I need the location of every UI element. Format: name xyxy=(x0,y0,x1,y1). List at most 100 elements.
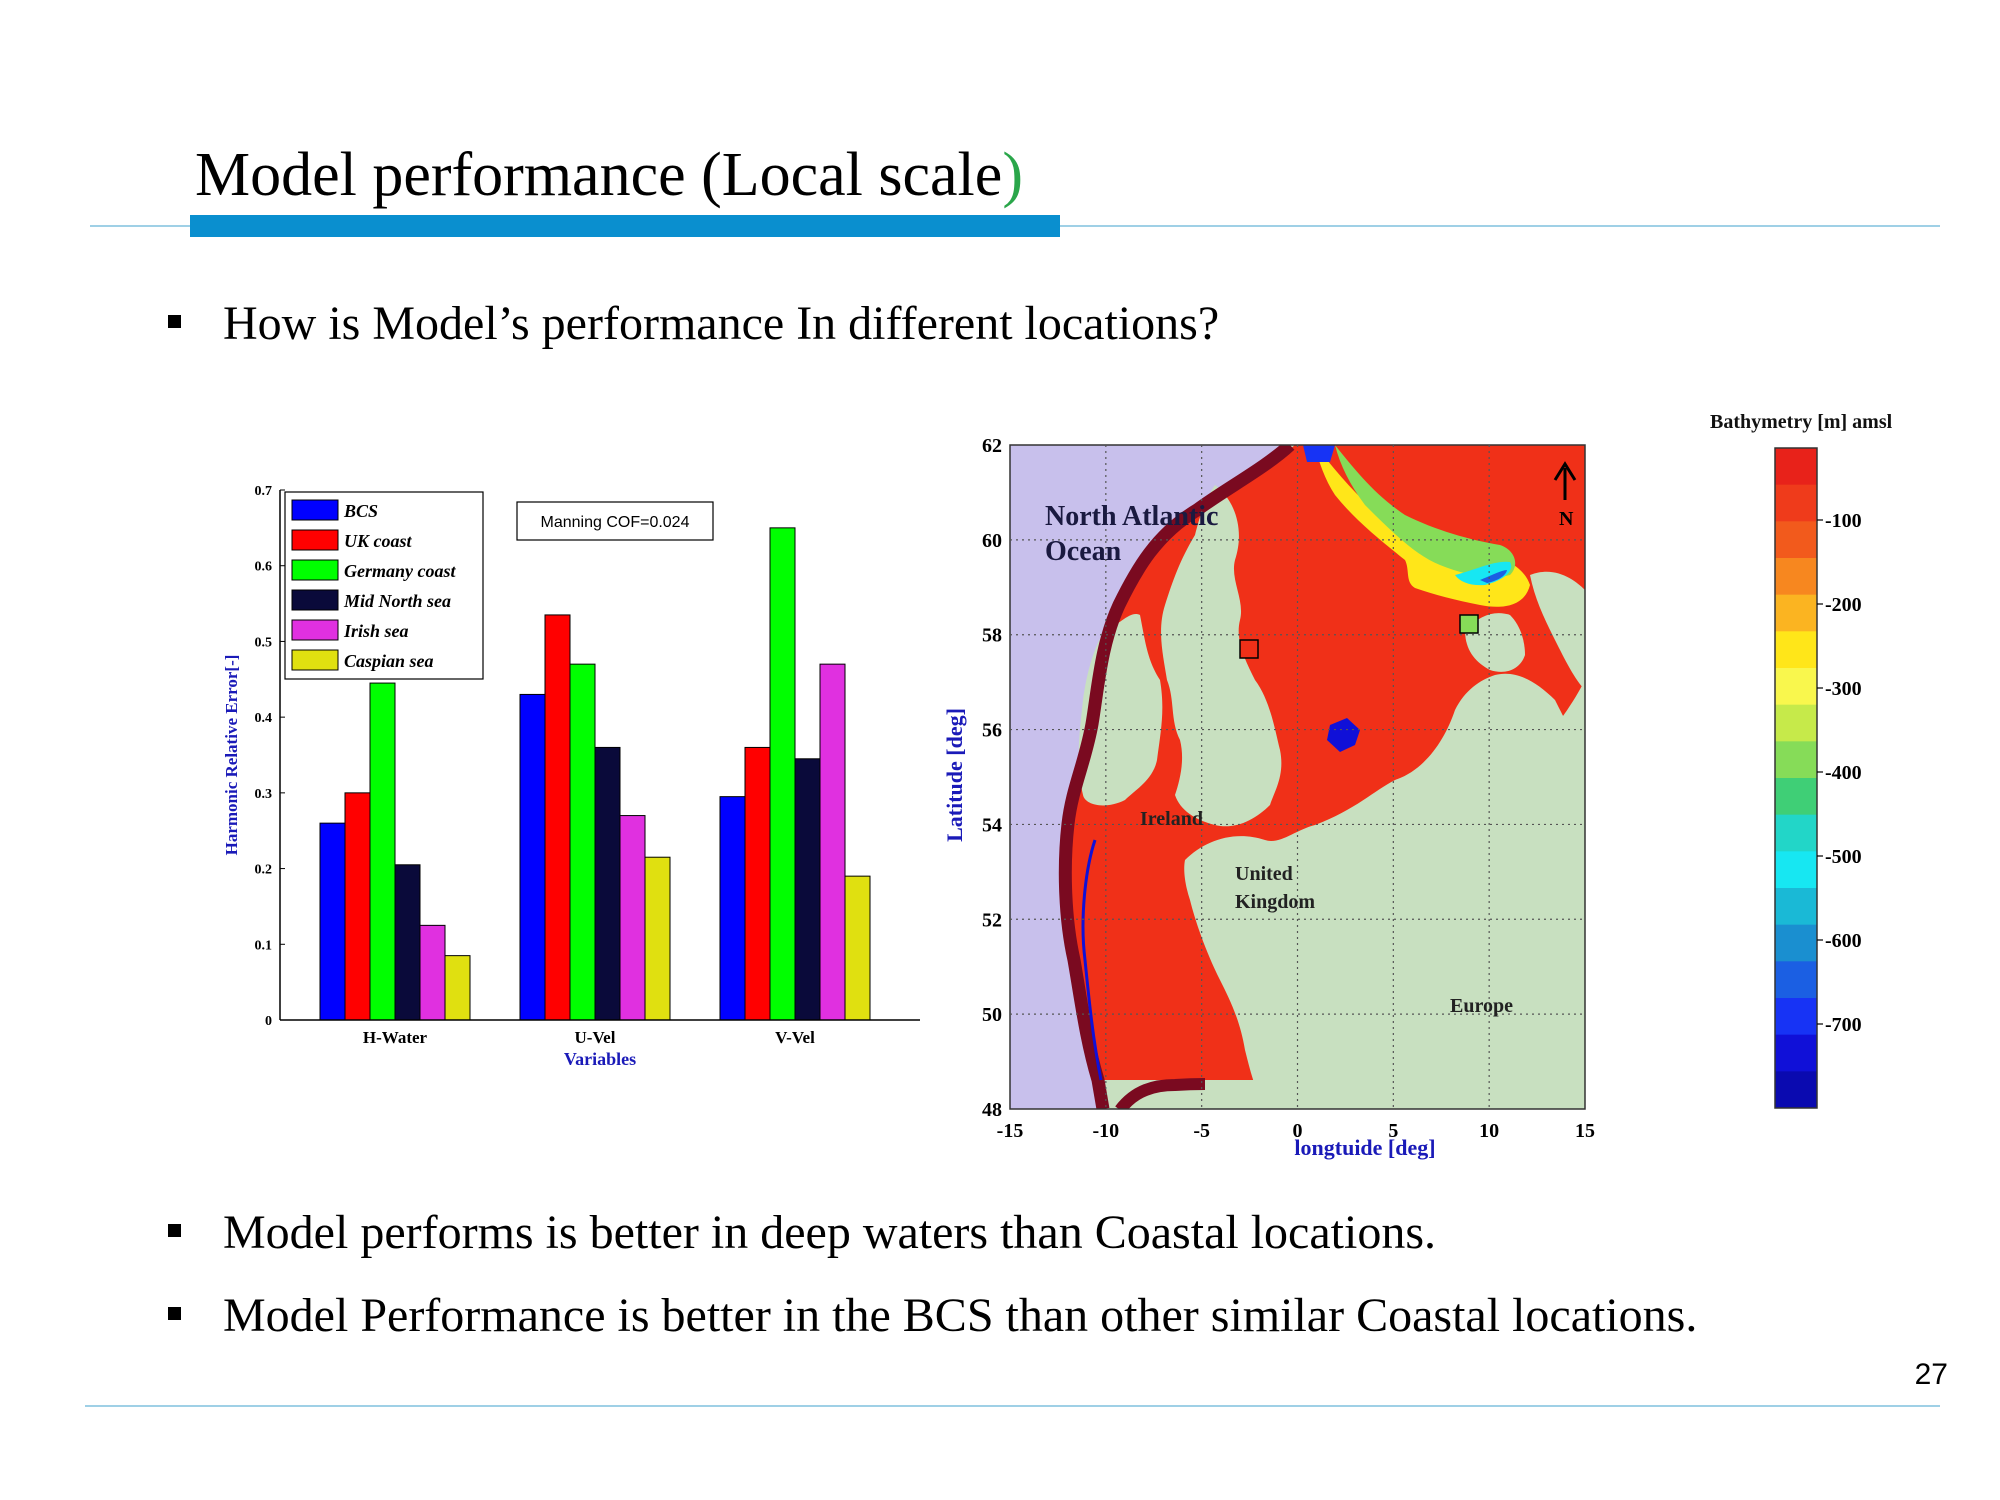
colorbar-segment xyxy=(1775,814,1817,852)
bar-uk-coast-h-water xyxy=(344,792,371,1021)
bullet-square-icon xyxy=(168,315,181,329)
land-continental-europe xyxy=(1184,673,1585,1109)
bar-group xyxy=(319,527,871,1021)
legend-swatch xyxy=(291,499,339,521)
colorbar-label: -100 xyxy=(1825,510,1862,532)
conclusion-text-2: Model Performance is better in the BCS t… xyxy=(223,1289,1698,1342)
map-gridlines xyxy=(1010,445,1585,1109)
colorbar-label: -500 xyxy=(1825,846,1862,868)
conclusion-text-1: Model performs is better in deep waters … xyxy=(223,1206,1437,1259)
legend-label: Germany coast xyxy=(344,561,456,581)
bcs-location-marker xyxy=(1327,718,1360,752)
slide-title: Model performance (Local scale) xyxy=(195,140,1023,211)
colorbar-label: -300 xyxy=(1825,678,1862,700)
colorbar-label: -700 xyxy=(1825,1014,1862,1036)
colorbar xyxy=(1774,447,1818,1109)
colorbar-labels: -100 -200 -300 -400 -500 -600 -700 xyxy=(1817,510,1862,1036)
bar-caspian-sea-u-vel xyxy=(644,856,671,1021)
bar-irish-sea-h-water xyxy=(419,924,446,1021)
colorbar-segment xyxy=(1775,998,1817,1036)
legend-label: Mid North sea xyxy=(343,591,451,611)
colorbar-segment xyxy=(1775,741,1817,779)
colorbar-segment xyxy=(1775,594,1817,632)
map-label-kingdom: Kingdom xyxy=(1235,891,1315,913)
question-text: How is Model’s performance In different … xyxy=(223,297,1220,350)
legend-label: BCS xyxy=(343,501,378,521)
colorbar-segment xyxy=(1775,1071,1817,1109)
bar-uk-coast-u-vel xyxy=(544,614,571,1021)
legend-swatch xyxy=(291,529,339,551)
annotation-text: Manning COF=0.024 xyxy=(541,514,690,531)
bathymetry-map: -15 -10 -5 0 5 10 15 62 60 58 56 54 52 50 48 North At… xyxy=(942,411,1893,1160)
x-ticks: H-Water U-Vel V-Vel xyxy=(363,1028,815,1047)
y-tick-label: 0.1 xyxy=(255,938,273,953)
bar-chart: 0 0.1 0.2 0.3 0.4 0.5 0.6 0.7 H-Water U-Vel V-Vel… xyxy=(222,484,920,1069)
map-y-tick-label: 48 xyxy=(982,1099,1002,1121)
bar-irish-sea-u-vel xyxy=(619,815,646,1021)
map-y-tick-label: 54 xyxy=(982,814,1002,836)
y-tick-label: 0.3 xyxy=(255,787,273,802)
legend-label: Caspian sea xyxy=(344,651,434,671)
northern-boundary-cap xyxy=(1303,445,1335,462)
map-y-tick-label: 52 xyxy=(982,909,1002,931)
map-y-tick-label: 60 xyxy=(982,530,1002,552)
colorbar-segment xyxy=(1775,1034,1817,1072)
map-label-united: United xyxy=(1235,863,1293,885)
trench-slope xyxy=(1335,445,1516,577)
north-label: N xyxy=(1559,508,1574,530)
map-y-tick-label: 58 xyxy=(982,625,1002,647)
colorbar-segment xyxy=(1775,448,1817,486)
colorbar-label: -400 xyxy=(1825,762,1862,784)
germany-coast-station-marker xyxy=(1459,614,1479,634)
manning-annotation: Manning COF=0.024 xyxy=(516,501,714,541)
x-axis-label: Variables xyxy=(564,1049,636,1069)
map-y-ticks: 62 60 58 56 54 52 50 48 xyxy=(982,435,1002,1121)
legend-entries: BCS UK coast Germany coast Mid North sea Iri… xyxy=(291,499,456,671)
legend-swatch xyxy=(291,559,339,581)
north-arrow-icon xyxy=(1553,461,1577,500)
colorbar-segment xyxy=(1775,924,1817,962)
chart-legend: BCS UK coast Germany coast Mid North sea Iri… xyxy=(284,491,484,680)
bar-germany-coast-h-water xyxy=(369,682,396,1021)
southern-boundary xyxy=(1115,1078,1206,1109)
colorbar-segment xyxy=(1775,484,1817,522)
land-great-britain xyxy=(1161,485,1282,827)
annotation-box xyxy=(516,501,714,541)
legend-swatch xyxy=(291,619,339,641)
map-x-tick-label: 5 xyxy=(1388,1120,1398,1142)
bar-irish-sea-v-vel xyxy=(819,663,846,1021)
map-x-ticks: -15 -10 -5 0 5 10 15 xyxy=(997,1120,1595,1142)
conclusion-bullet-2: Model Performance is better in the BCS t… xyxy=(168,1288,1697,1343)
colorbar-segment xyxy=(1775,778,1817,816)
y-tick-label: 0 xyxy=(265,1014,272,1029)
map-label-europe: Europe xyxy=(1450,995,1513,1017)
map-x-tick-label: 10 xyxy=(1479,1120,1499,1142)
skagerrak-deepest xyxy=(1480,570,1507,583)
legend-swatch xyxy=(291,649,339,671)
boundary-inner-line xyxy=(1081,839,1103,1081)
model-open-boundary xyxy=(1058,445,1295,1109)
map-y-axis-label: Latitude [deg] xyxy=(942,708,967,842)
map-y-tick-label: 50 xyxy=(982,1004,1002,1026)
page-number: 27 xyxy=(1914,1358,1948,1391)
x-tick-label: V-Vel xyxy=(775,1028,815,1047)
bar-germany-coast-u-vel xyxy=(569,663,596,1021)
bullet-square-icon xyxy=(168,1224,181,1238)
x-tick-label: H-Water xyxy=(363,1028,428,1047)
legend-label: Irish sea xyxy=(343,621,409,641)
colorbar-segment xyxy=(1775,961,1817,999)
y-tick-label: 0.5 xyxy=(255,635,273,650)
bar-mid-north-sea-u-vel xyxy=(594,746,621,1021)
y-ticks: 0 0.1 0.2 0.3 0.4 0.5 0.6 0.7 xyxy=(255,484,285,1029)
colorbar-label: -600 xyxy=(1825,930,1862,952)
map-x-tick-label: -10 xyxy=(1092,1120,1119,1142)
legend-label: UK coast xyxy=(344,531,412,551)
question-bullet: How is Model’s performance In different … xyxy=(168,296,1219,351)
bar-uk-coast-v-vel xyxy=(744,746,771,1021)
colorbar-title: Bathymetry [m] amsl xyxy=(1710,411,1893,433)
colorbar-segment xyxy=(1775,521,1817,559)
bar-mid-north-sea-v-vel xyxy=(794,758,821,1021)
bullet-square-icon xyxy=(168,1307,181,1321)
bar-caspian-sea-h-water xyxy=(444,955,471,1021)
map-y-tick-label: 56 xyxy=(982,720,1002,742)
